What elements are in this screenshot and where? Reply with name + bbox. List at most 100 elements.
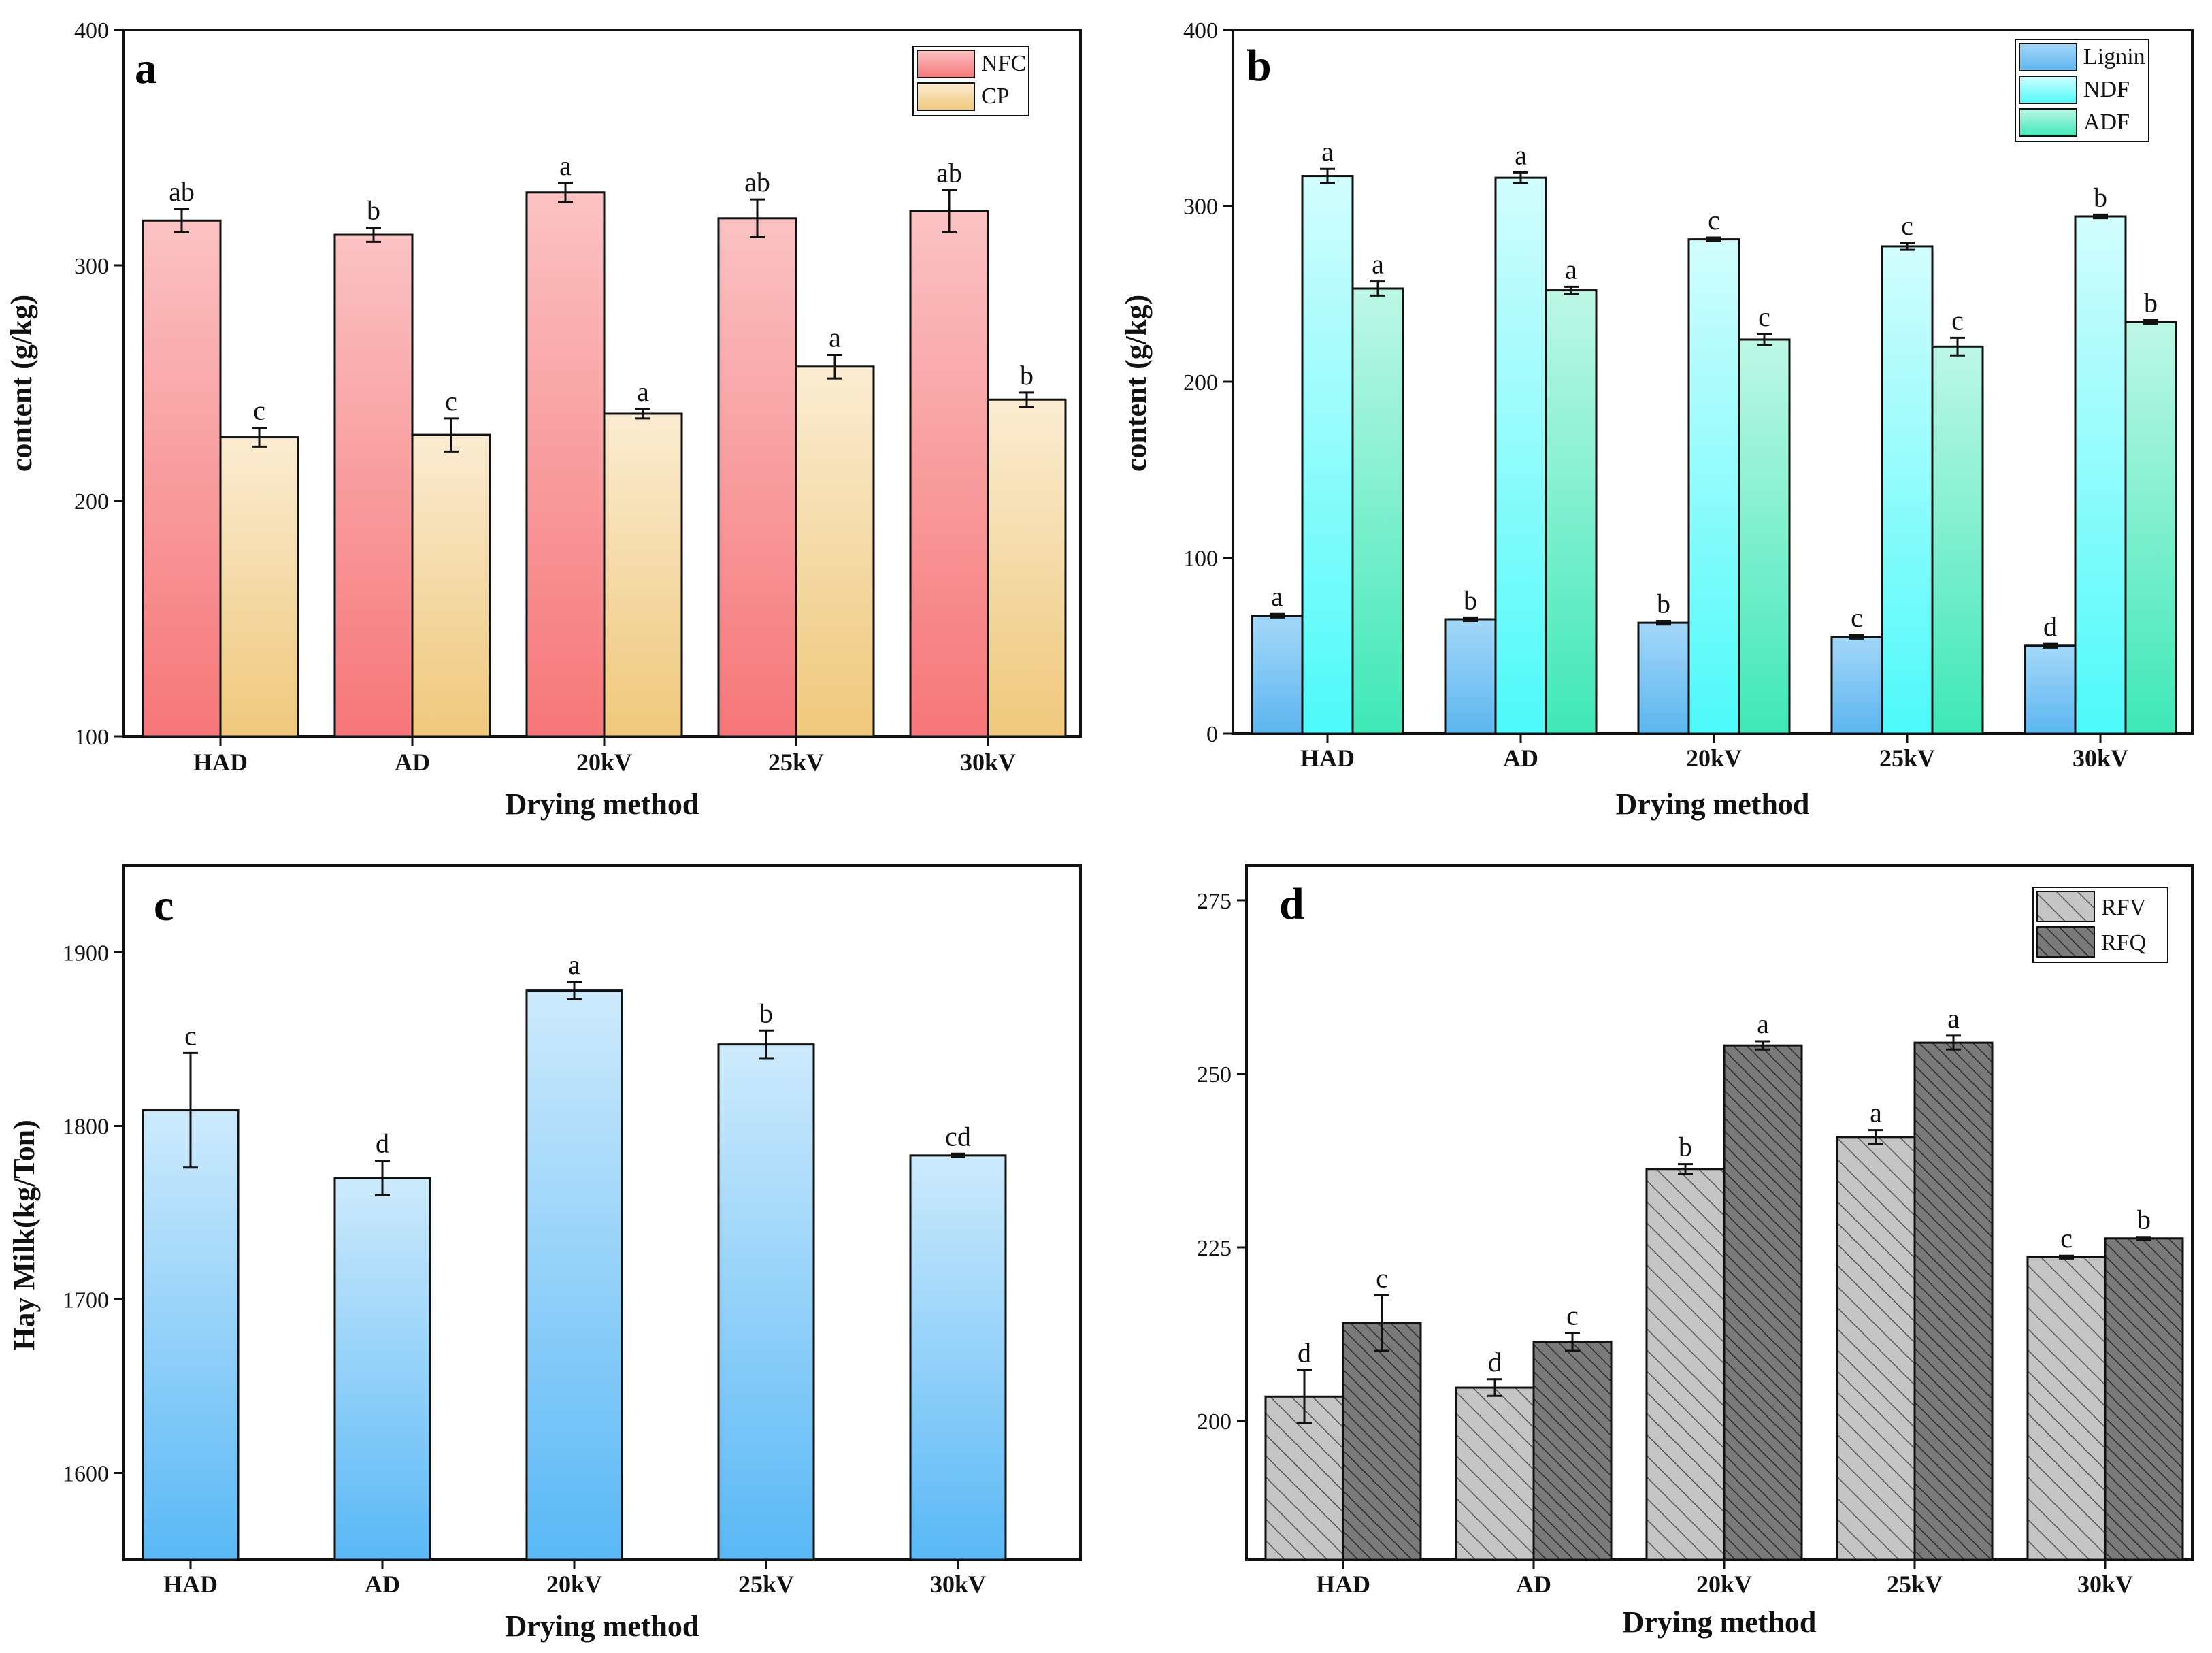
error-bar	[1463, 616, 1478, 623]
significance-label: c	[1758, 301, 1770, 332]
significance-label: c	[1951, 305, 1964, 335]
bar-adf	[1931, 345, 1984, 735]
significance-label: d	[1298, 1338, 1311, 1369]
x-tick-label: 30kV	[2073, 744, 2128, 772]
x-tick-label: 20kV	[546, 1571, 602, 1598]
y-axis-title: Hay Milk(kg/Ton)	[7, 1119, 41, 1350]
y-tick-label: 100	[1183, 546, 1218, 572]
significance-label: a	[559, 150, 572, 181]
significance-label: c	[2060, 1223, 2073, 1254]
y-tick-label: 200	[1183, 370, 1218, 395]
panel-d: 200 225 250 275 HAD d c AD d c 20kV b a 25kV a a 30kV c b D…	[1197, 864, 2194, 1639]
error-bar	[1900, 242, 1915, 251]
legend-swatch	[917, 82, 975, 111]
bar-hay-milk	[333, 1177, 431, 1561]
legend: RFV RFQ	[2032, 887, 2168, 963]
significance-label: a	[568, 949, 580, 980]
significance-label: cd	[945, 1121, 971, 1151]
x-tick-label: 25kV	[1887, 1571, 1943, 1598]
y-tick-label: 1900	[63, 941, 109, 966]
x-axis-title: Drying method	[506, 1609, 699, 1643]
bar-lignin	[2024, 644, 2077, 735]
bar-rfq	[2104, 1237, 2184, 1561]
significance-label: ab	[744, 167, 770, 197]
legend: Lignin NDF ADF	[2015, 39, 2149, 142]
error-bar	[2143, 319, 2158, 325]
legend-label: NFC	[981, 51, 1026, 76]
bar-lignin	[1830, 636, 1883, 735]
significance-label: c	[1566, 1300, 1579, 1330]
bar-rfv	[1836, 1136, 1916, 1561]
error-bar	[759, 1029, 774, 1060]
y-tick-label: 300	[1183, 195, 1218, 220]
bar-ndf	[1687, 238, 1740, 735]
x-tick-label: 20kV	[1686, 744, 1742, 772]
error-bar	[1374, 1294, 1389, 1352]
significance-label: ab	[169, 176, 195, 207]
y-tick-label: 400	[1183, 18, 1218, 44]
x-tick-label: AD	[365, 1571, 400, 1598]
bar-adf	[1351, 287, 1404, 735]
bar-adf	[2124, 321, 2177, 735]
x-tick-label: AD	[1516, 1571, 1551, 1598]
bar-ndf	[1494, 176, 1547, 735]
significance-label: c	[1376, 1262, 1388, 1293]
panel-c: 1600 1700 1800 1900 HAD c AD d 20kV a 25kV b 30kV cd D…	[7, 864, 1082, 1643]
error-bar	[942, 189, 957, 234]
panel-b: 0 100 200 300 400 HAD a a a AD b a a 20kV b c c 25kV c c c 30…	[1119, 18, 2194, 821]
x-axis-title: Drying method	[506, 787, 699, 821]
x-tick-label: 20kV	[1696, 1571, 1752, 1598]
panel-letter: b	[1247, 41, 1272, 91]
legend-swatch	[2036, 891, 2095, 922]
error-bar	[1706, 236, 1721, 242]
error-bar	[444, 417, 459, 453]
legend-swatch	[2036, 926, 2095, 958]
legend-label: ADF	[2083, 110, 2130, 135]
legend-swatch	[2019, 76, 2077, 104]
significance-label: a	[1565, 254, 1577, 284]
bar-lignin	[1444, 618, 1497, 735]
error-bar	[951, 1152, 965, 1158]
error-bar	[2043, 642, 2058, 649]
x-axis-title: Drying method	[1623, 1605, 1817, 1639]
y-tick-label: 275	[1197, 889, 1232, 914]
legend-swatch	[2019, 43, 2077, 71]
bar-cp	[987, 398, 1067, 738]
bar-rfq	[1913, 1041, 1994, 1561]
significance-label: b	[1020, 360, 1034, 391]
panel-a: 100200300400HADabcADbc20kVaa25kVaba30kVa…	[5, 18, 1082, 821]
x-axis-title: Drying method	[1616, 787, 1810, 821]
bar-cp	[603, 412, 683, 738]
x-tick-label: 25kV	[738, 1571, 794, 1598]
significance-label: a	[1271, 581, 1283, 612]
error-bar	[1487, 1378, 1502, 1397]
bar-cp	[411, 433, 491, 738]
significance-label: c	[184, 1020, 197, 1051]
bar-nfc	[909, 210, 989, 738]
x-tick-label: HAD	[1316, 1571, 1370, 1598]
y-tick-label: 100	[74, 725, 109, 750]
significance-label: a	[1515, 140, 1527, 170]
bar-adf	[1545, 289, 1598, 735]
error-bar	[1320, 167, 1335, 184]
y-tick-label: 200	[74, 489, 109, 514]
bar-rfq	[1532, 1341, 1613, 1561]
error-bar	[2136, 1236, 2151, 1241]
significance-label: b	[1464, 585, 1477, 615]
error-bar	[1019, 391, 1034, 408]
error-bar	[1564, 285, 1579, 295]
error-bar	[1868, 1129, 1883, 1145]
bar-adf	[1738, 338, 1791, 735]
significance-label: b	[1679, 1132, 1692, 1162]
legend-label: CP	[981, 84, 1010, 109]
significance-label: c	[1708, 205, 1720, 235]
legend-label: Lignin	[2083, 44, 2145, 69]
x-tick-label: HAD	[163, 1571, 218, 1598]
error-bar	[1678, 1163, 1693, 1175]
legend-label: RFV	[2101, 895, 2147, 920]
error-bar	[827, 353, 842, 380]
bar-ndf	[2074, 215, 2127, 735]
x-tick-label: 20kV	[576, 749, 632, 776]
error-bar	[1946, 1034, 1961, 1051]
significance-label: a	[829, 322, 841, 353]
